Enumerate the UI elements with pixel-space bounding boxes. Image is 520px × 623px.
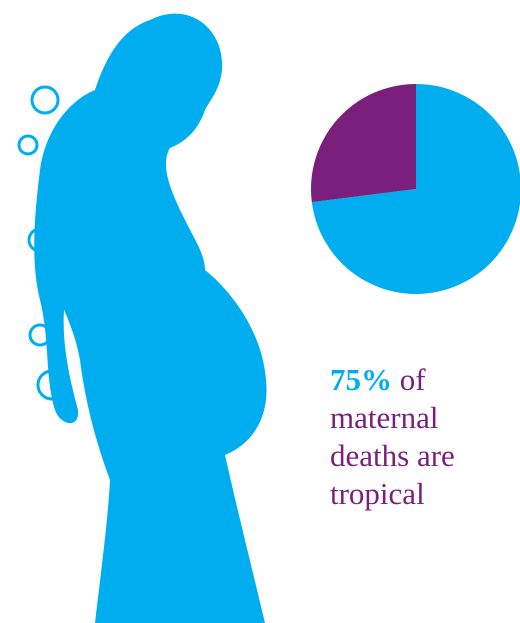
annotation-line: tropical	[330, 476, 425, 511]
annotation-line: 75% of	[330, 362, 426, 397]
silhouette	[17, 13, 267, 623]
annotation-line: maternal	[330, 400, 438, 435]
annotation-highlight: 75%	[330, 362, 392, 397]
pie-slice	[310, 84, 416, 203]
annotation-line: of	[400, 362, 427, 397]
pie-slice	[311, 84, 520, 294]
annotation-line: deaths are	[330, 438, 455, 473]
